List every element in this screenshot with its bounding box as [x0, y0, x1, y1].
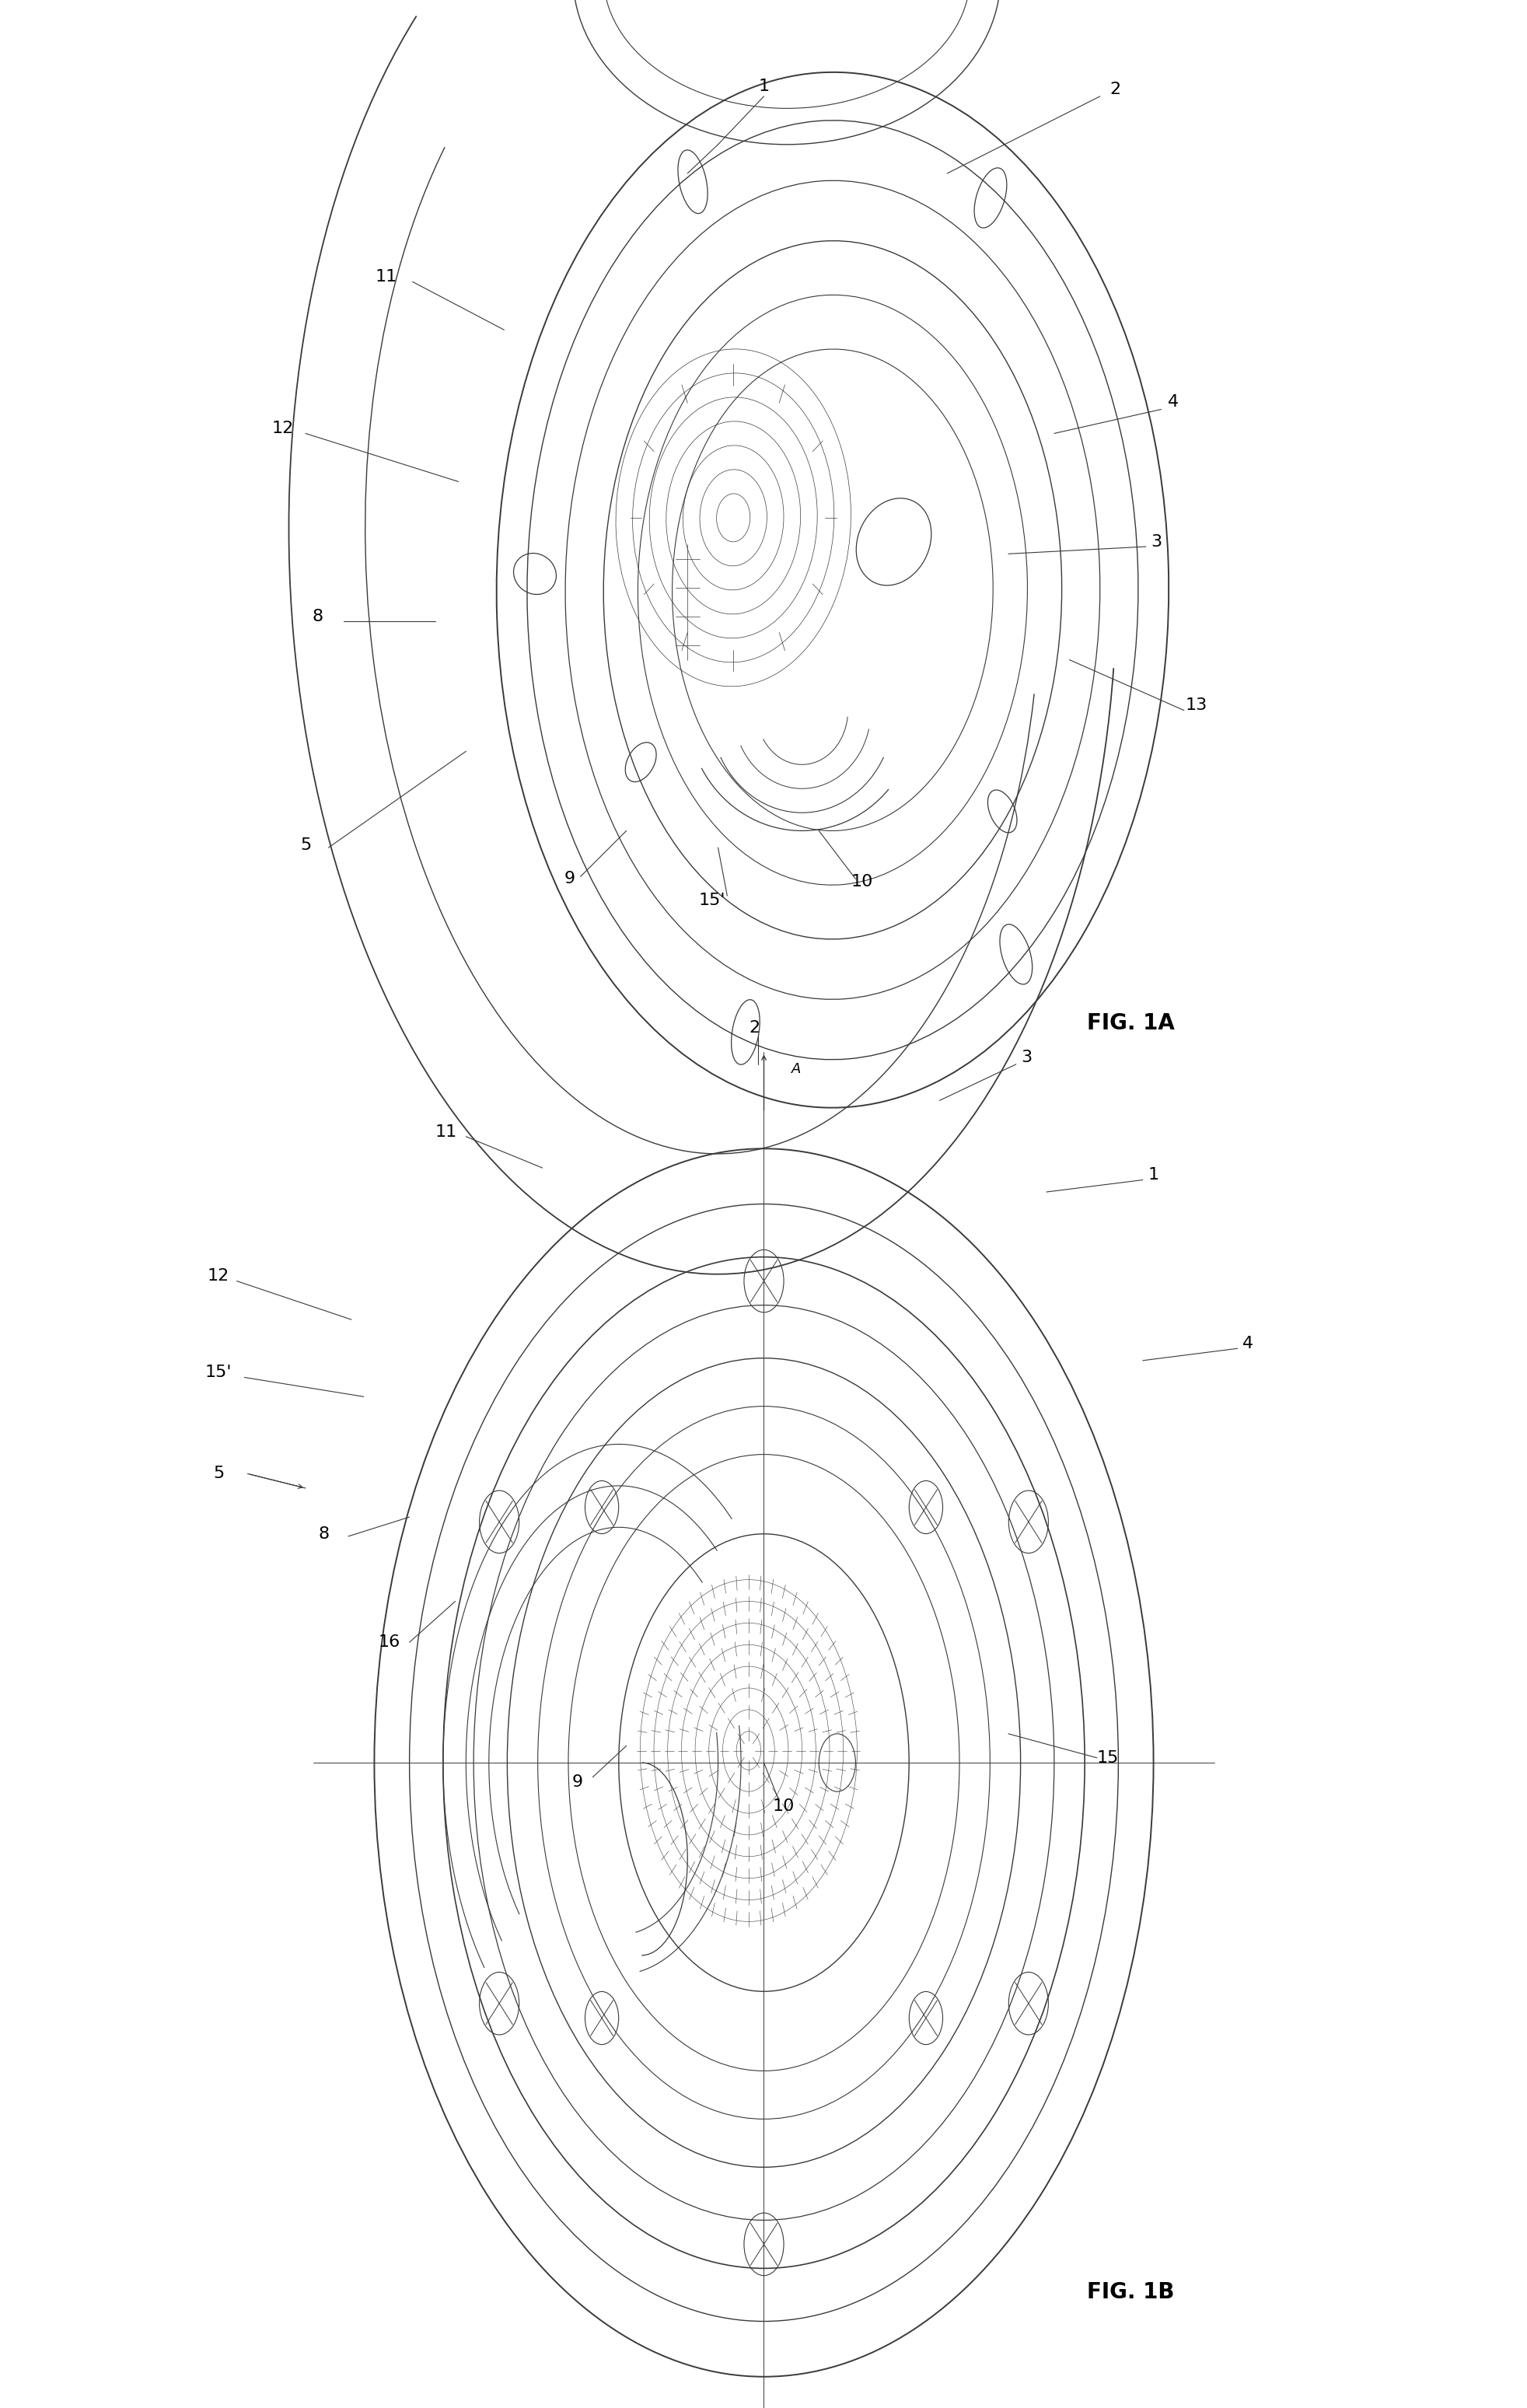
Text: 11: 11 [435, 1125, 457, 1139]
Text: A: A [791, 1062, 800, 1076]
Text: 1: 1 [1147, 1168, 1159, 1182]
Text: 3: 3 [1150, 535, 1162, 549]
Text: FIG. 1A: FIG. 1A [1086, 1011, 1174, 1035]
Text: 12: 12 [208, 1269, 229, 1283]
Text: 13: 13 [1185, 698, 1206, 713]
Text: 5: 5 [212, 1466, 224, 1481]
Text: 15: 15 [1096, 1751, 1118, 1765]
Text: 11: 11 [376, 270, 397, 284]
Text: 2: 2 [1109, 82, 1121, 96]
Text: 3: 3 [1020, 1050, 1032, 1064]
Text: 1: 1 [757, 79, 770, 94]
Text: 5: 5 [299, 838, 312, 852]
Text: 2: 2 [748, 1021, 760, 1035]
Text: 9: 9 [571, 1775, 583, 1789]
Text: 4: 4 [1241, 1336, 1254, 1351]
Text: 4: 4 [1167, 395, 1179, 409]
Text: 12: 12 [272, 421, 293, 436]
Text: 15': 15' [698, 893, 725, 908]
Text: FIG. 1B: FIG. 1B [1086, 2280, 1174, 2304]
Text: 16: 16 [379, 1635, 400, 1649]
Text: 10: 10 [851, 874, 872, 889]
Text: 8: 8 [312, 609, 324, 624]
Text: 8: 8 [318, 1527, 330, 1541]
Text: 9: 9 [563, 872, 576, 886]
Text: 15': 15' [205, 1365, 232, 1380]
Text: 10: 10 [773, 1799, 794, 1813]
